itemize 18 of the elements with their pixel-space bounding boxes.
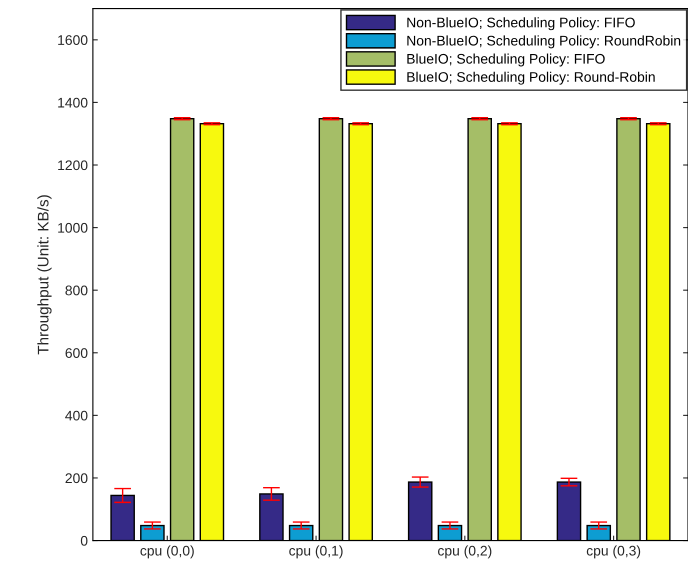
y-tick-label: 1000: [58, 222, 88, 233]
x-tick-label: cpu (0,1): [289, 545, 343, 558]
y-tick-label: 200: [66, 473, 88, 484]
y-tick-label: 600: [66, 348, 88, 358]
x-tick-label: cpu (0,3): [586, 545, 640, 558]
legend-label: BlueIO; Scheduling Policy: Round-Robin: [407, 72, 655, 85]
legend-label: BlueIO; Scheduling Policy: FIFO: [407, 54, 605, 66]
y-tick-label: 400: [65, 410, 88, 421]
x-tick-label: cpu (0,2): [438, 545, 492, 558]
y-tick-label: 1600: [58, 35, 88, 45]
y-tick-label: 800: [65, 286, 88, 296]
y-tick-label: 0: [80, 536, 88, 546]
legend-label: Non-BlueIO; Scheduling Policy: RoundRobin: [407, 35, 680, 48]
x-tick-label: cpu (0,0): [140, 545, 194, 558]
y-tick-label: 1400: [58, 98, 88, 108]
y-axis-title: Throughput (Unit: KB/s): [37, 195, 52, 354]
legend-label: Non-BlueIO; Scheduling Policy: FIFO: [407, 17, 635, 30]
y-tick-label: 1200: [58, 160, 88, 170]
